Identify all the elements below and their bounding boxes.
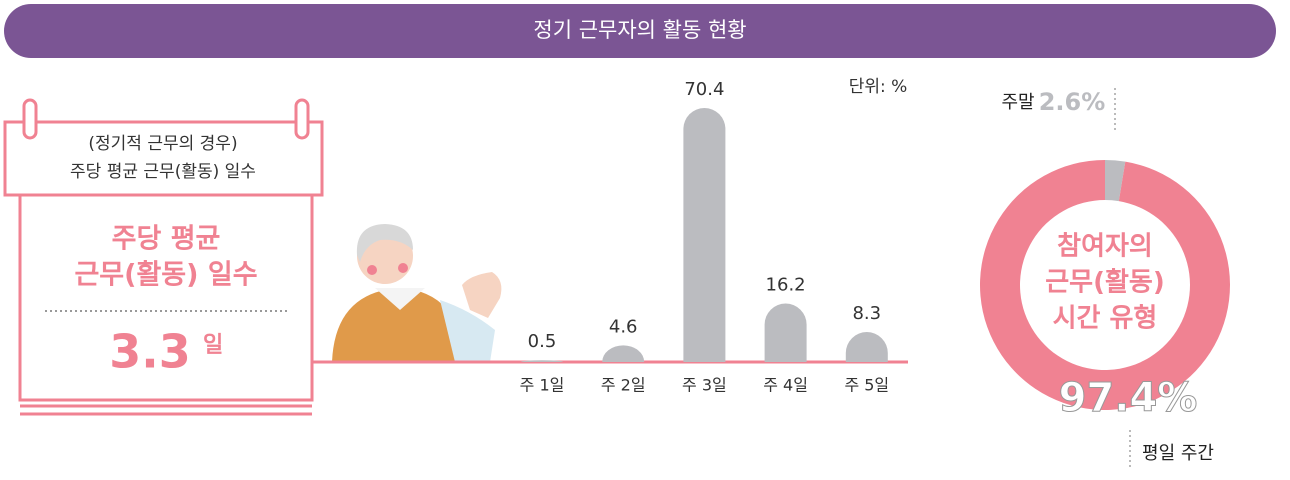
card-label: 근무(활동) 일수 (74, 260, 257, 291)
value-label: 70.4 (684, 79, 724, 100)
value-label: 4.6 (609, 316, 638, 337)
center-label: 시간 유형 (1053, 304, 1158, 334)
card-unit: 일 (203, 333, 223, 358)
infographic: 정기 근무자의 활동 현황 (정기적 근무의 경우) 주당 평균 근무(활동) … (0, 0, 1290, 476)
bar (602, 345, 644, 362)
value-label: 97.4% (1059, 375, 1198, 421)
bar (765, 304, 807, 362)
value-label: 2.6% (1039, 88, 1106, 116)
value-label: 0.5 (528, 331, 557, 352)
bar (683, 108, 725, 362)
card-value: 3.3 (109, 325, 191, 379)
center-label: 근무(활동) (1045, 268, 1164, 298)
card-header: (정기적 근무의 경우) (88, 134, 237, 154)
legend-label: 평일 주간 (1142, 443, 1214, 464)
center-label: 참여자의 (1057, 232, 1153, 262)
x-tick-label: 주 4일 (763, 376, 808, 395)
bar (846, 332, 888, 362)
value-label: 8.3 (852, 303, 881, 324)
unit-label: 단위: % (849, 77, 908, 97)
x-tick-label: 주 5일 (844, 376, 889, 395)
x-tick-label: 주 3일 (682, 376, 727, 395)
card-header: 주당 평균 근무(활동) 일수 (70, 162, 256, 182)
illustration (332, 224, 501, 362)
title: 정기 근무자의 활동 현황 (533, 18, 746, 42)
card-label: 주당 평균 (112, 224, 221, 255)
x-tick-label: 주 1일 (520, 376, 565, 395)
bar (521, 360, 563, 362)
x-tick-label: 주 2일 (601, 376, 646, 395)
value-label: 16.2 (766, 275, 806, 296)
legend-label: 주말 (1001, 92, 1034, 113)
